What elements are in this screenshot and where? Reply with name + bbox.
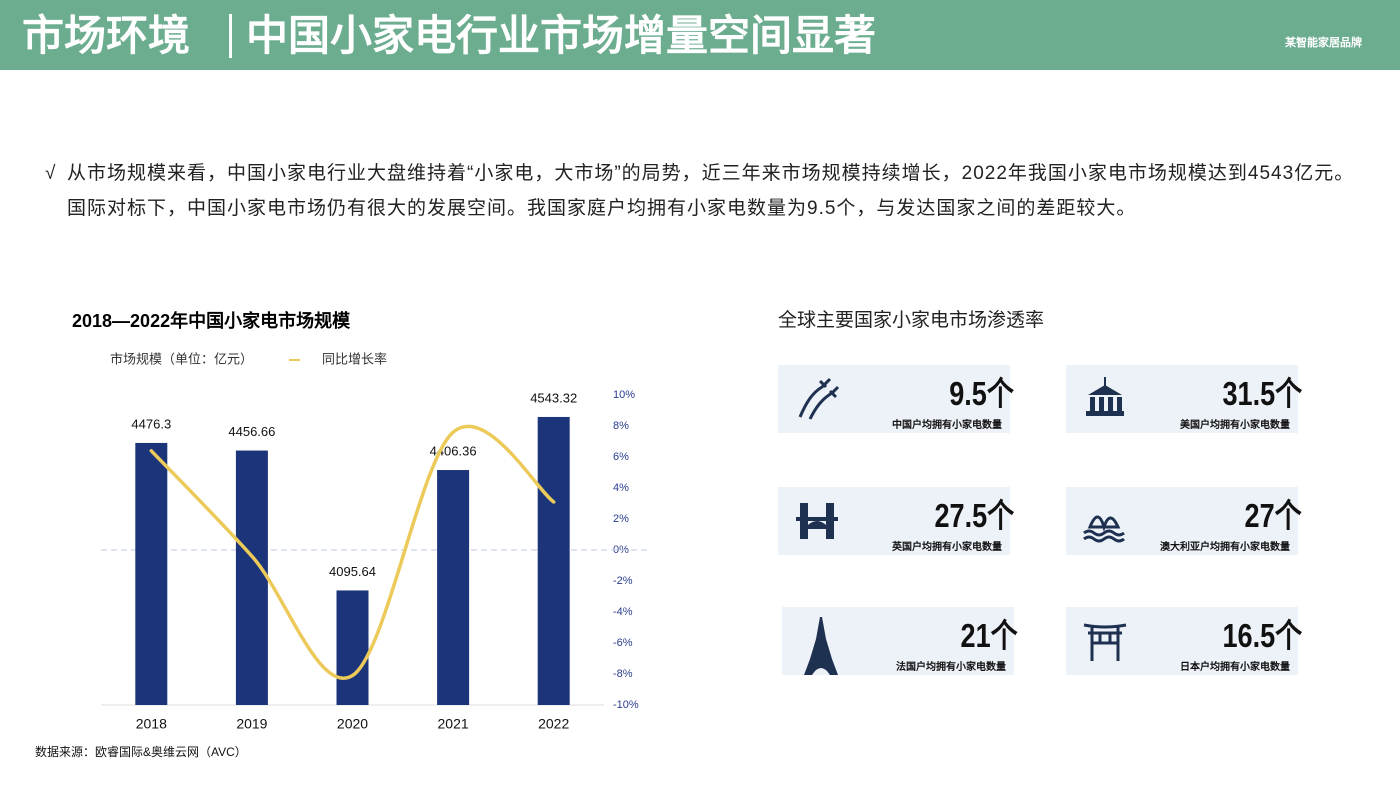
- icon: [1083, 515, 1125, 543]
- legend-label: 市场规模（单位：亿元）: [110, 351, 253, 366]
- y2-tick-label: -6%: [613, 637, 633, 649]
- card: 27.5个 英国户均拥有小家电数量: [778, 487, 1014, 555]
- data-label: 4476.3: [131, 416, 171, 431]
- card: 9.5个 中国户均拥有小家电数量: [778, 365, 1014, 433]
- y2-tick-label: -8%: [613, 668, 633, 680]
- bar: [235, 450, 268, 705]
- card: 21个 法国户均拥有小家电数量: [782, 607, 1018, 675]
- icon: [1086, 377, 1124, 416]
- bar: [537, 416, 570, 705]
- y2-tick-label: 6%: [613, 451, 629, 463]
- paragraph: 国际对标下，中国小家电市场仍有很大的发展空间。我国家庭户均拥有小家电数量为9.5…: [67, 198, 1137, 219]
- icon: [1083, 623, 1127, 661]
- intro: √ 从市场规模来看，中国小家电行业大盘维持着“小家电，大市场”的局势，近三年来市…: [45, 156, 1365, 226]
- x-tick-label: 2022: [538, 716, 569, 732]
- brand: 某智能家居品牌: [1285, 37, 1362, 49]
- icon: [798, 377, 840, 420]
- card-value: 27.5个: [934, 497, 1014, 534]
- data-label: 4543.32: [530, 390, 577, 405]
- bar: [336, 590, 369, 705]
- card-label: 澳大利亚户均拥有小家电数量: [1160, 542, 1290, 553]
- slide-title: 中国小家电行业市场增量空间显著: [246, 12, 877, 59]
- card-value: 21个: [960, 617, 1018, 654]
- card: 16.5个 日本户均拥有小家电数量: [1066, 607, 1302, 675]
- card-label: 日本户均拥有小家电数量: [1180, 662, 1290, 673]
- panel-title: 全球主要国家小家电市场渗透率: [778, 310, 1045, 331]
- card-value: 16.5个: [1222, 617, 1302, 654]
- bar: [437, 470, 470, 705]
- card-label: 英国户均拥有小家电数量: [892, 542, 1002, 553]
- y2-tick-label: -10%: [613, 699, 639, 711]
- chart-title: 2018—2022年中国小家电市场规模: [72, 310, 351, 331]
- section-title: 市场环境: [22, 12, 191, 59]
- card-value: 31.5个: [1222, 375, 1302, 412]
- icon: [796, 503, 838, 539]
- y2-tick-label: -2%: [613, 575, 633, 587]
- card-value: 27个: [1244, 497, 1302, 534]
- y2-tick-label: 8%: [613, 420, 629, 432]
- legend-label: 同比增长率: [322, 351, 387, 366]
- card-label: 中国户均拥有小家电数量: [892, 420, 1002, 431]
- header: 市场环境 中国小家电行业市场增量空间显著 某智能家居品牌: [0, 0, 1400, 70]
- x-tick-label: 2019: [236, 716, 267, 732]
- y2-tick-label: -4%: [613, 606, 633, 618]
- x-tick-label: 2020: [337, 716, 368, 732]
- card: 31.5个 美国户均拥有小家电数量: [1066, 365, 1302, 433]
- source: 数据来源：欧睿国际&奥维云网（AVC）: [35, 744, 247, 759]
- icon: [804, 617, 838, 675]
- y2-tick-label: 10%: [613, 389, 635, 401]
- data-label: 4095.64: [329, 564, 376, 579]
- bullet: √: [45, 163, 57, 184]
- paragraph: 从市场规模来看，中国小家电行业大盘维持着“小家电，大市场”的局势，近三年来市场规…: [67, 163, 1355, 184]
- y2-tick-label: 2%: [613, 513, 629, 525]
- card: 27个 澳大利亚户均拥有小家电数量: [1066, 487, 1302, 555]
- card-label: 美国户均拥有小家电数量: [1180, 420, 1290, 431]
- chart: 2018—2022年中国小家电市场规模 市场规模（单位：亿元） 同比增长率 数据…: [35, 310, 650, 759]
- growth-line: [149, 424, 556, 680]
- y2-tick-label: 4%: [613, 482, 629, 494]
- card-label: 法国户均拥有小家电数量: [896, 662, 1006, 673]
- x-tick-label: 2021: [438, 716, 469, 732]
- separator: [229, 14, 232, 58]
- bar: [135, 442, 168, 705]
- x-tick-label: 2018: [136, 716, 167, 732]
- data-label: 4456.66: [228, 424, 275, 439]
- card-value: 9.5个: [949, 375, 1014, 412]
